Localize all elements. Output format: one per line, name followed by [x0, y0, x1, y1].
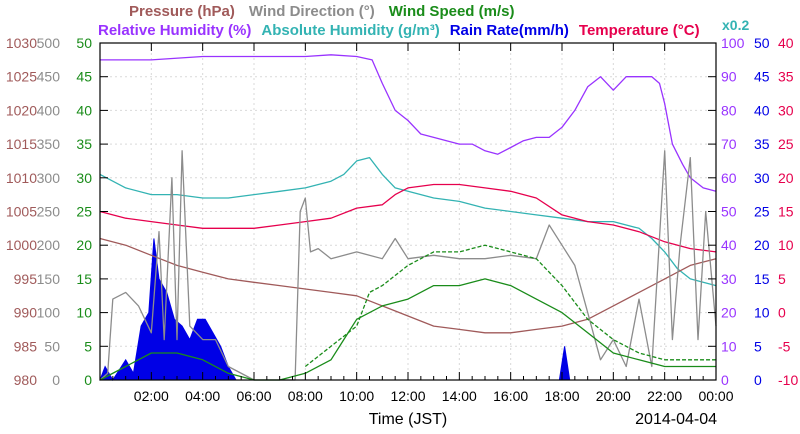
ah-header-label: Absolute Humidity (g/m³) — [261, 22, 439, 39]
rh-axis-tick-label: 100 — [721, 35, 745, 51]
pressure-axis-tick-label: 995 — [14, 271, 38, 287]
rain-axis-tick-label: 25 — [754, 204, 770, 220]
rain-axis-tick-label: 45 — [754, 69, 770, 85]
wind-dir-axis-tick-label: 200 — [37, 237, 61, 253]
pressure-axis-tick-label: 990 — [14, 305, 38, 321]
x-tick-label: 04:00 — [185, 388, 220, 404]
temp-axis-tick-label: 35 — [778, 69, 794, 85]
rh-axis-tick-label: 30 — [721, 271, 737, 287]
x-tick-label: 06:00 — [236, 388, 271, 404]
rain-axis-tick-label: 50 — [754, 35, 770, 51]
pressure-axis-tick-label: 1020 — [6, 102, 37, 118]
rain-header-label: Rain Rate(mm/h) — [450, 22, 569, 39]
wind-speed-axis-tick-label: 25 — [76, 204, 92, 220]
wind-dir-axis-tick-label: 150 — [37, 271, 61, 287]
temp-axis-tick-label: 0 — [778, 305, 786, 321]
rh-axis-tick-label: 20 — [721, 305, 737, 321]
x-tick-label: 10:00 — [339, 388, 374, 404]
temp-header-label: Temperature (°C) — [579, 22, 700, 39]
wind-direction-line — [99, 150, 717, 381]
wind-speed-axis-tick-label: 10 — [76, 305, 92, 321]
wind-dir-axis-tick-label: 0 — [52, 372, 60, 388]
rain-axis-tick-label: 15 — [754, 271, 770, 287]
temp-axis-tick-label: -10 — [778, 372, 798, 388]
ah-scale-note: x0.2 — [722, 17, 749, 33]
wind-speed-axis-tick-label: 35 — [76, 136, 92, 152]
temp-axis-tick-label: -5 — [778, 338, 791, 354]
rh-axis-tick-label: 90 — [721, 69, 737, 85]
temp-axis-tick-label: 10 — [778, 237, 794, 253]
pressure-axis-tick-label: 1030 — [6, 35, 37, 51]
x-tick-label: 12:00 — [390, 388, 425, 404]
absolute-humidity-line — [99, 156, 717, 287]
temp-axis-tick-label: 15 — [778, 204, 794, 220]
wind-dir-axis-tick-label: 300 — [37, 170, 61, 186]
x-tick-label: 16:00 — [493, 388, 528, 404]
wind-dir-axis-tick-label: 100 — [37, 305, 61, 321]
wind-dir-axis-tick-label: 450 — [37, 69, 61, 85]
rain-rate-area — [99, 238, 716, 381]
temp-axis-tick-label: 40 — [778, 35, 794, 51]
rain-axis-tick-label: 30 — [754, 170, 770, 186]
rh-axis-tick-label: 10 — [721, 338, 737, 354]
date-label: 2014-04-04 — [635, 411, 717, 428]
pressure-axis-tick-label: 1025 — [6, 69, 37, 85]
relative-humidity-line — [100, 54, 717, 192]
rh-axis-tick-label: 0 — [721, 372, 729, 388]
rain-axis-tick-label: 5 — [754, 338, 762, 354]
rain-axis-tick-label: 10 — [754, 305, 770, 321]
rain-axis-tick-label: 35 — [754, 136, 770, 152]
pressure-axis-tick-label: 1005 — [6, 204, 37, 220]
wind-dir-axis-tick-label: 50 — [44, 338, 60, 354]
temp-axis-tick-label: 30 — [778, 102, 794, 118]
wind-speed-axis-tick-label: 30 — [76, 170, 92, 186]
rh-header-label: Relative Humidity (%) — [98, 22, 251, 39]
rain-axis-tick-label: 0 — [754, 372, 762, 388]
rh-axis-tick-label: 70 — [721, 136, 737, 152]
wind-dir-axis-tick-label: 400 — [37, 102, 61, 118]
pressure-line — [99, 237, 717, 334]
wind-speed-axis-tick-label: 50 — [76, 35, 92, 51]
temp-axis-tick-label: 20 — [778, 170, 794, 186]
pressure-axis-tick-label: 1000 — [6, 237, 37, 253]
x-axis-title: Time (JST) — [369, 411, 448, 428]
temperature-line — [99, 183, 717, 253]
rain-axis-tick-label: 40 — [754, 102, 770, 118]
pressure-axis-tick-label: 985 — [14, 338, 38, 354]
wind-speed-max-line — [304, 244, 716, 368]
x-tick-label: 14:00 — [442, 388, 477, 404]
temp-axis-tick-label: 25 — [778, 136, 794, 152]
wind-speed-axis-tick-label: 40 — [76, 102, 92, 118]
rh-axis-tick-label: 50 — [721, 204, 737, 220]
wind-dir-axis-tick-label: 500 — [37, 35, 61, 51]
wind-dir-header-label: Wind Direction (°) — [249, 3, 375, 20]
x-tick-label: 22:00 — [647, 388, 682, 404]
pressure-header-label: Pressure (hPa) — [129, 3, 235, 20]
wind-speed-axis-tick-label: 0 — [84, 372, 92, 388]
rh-axis-tick-label: 40 — [721, 237, 737, 253]
wind-dir-axis-tick-label: 350 — [37, 136, 61, 152]
x-tick-label: 20:00 — [596, 388, 631, 404]
wind-speed-axis-tick-label: 45 — [76, 69, 92, 85]
wind-dir-axis-tick-label: 250 — [37, 204, 61, 220]
rain-axis-tick-label: 20 — [754, 237, 770, 253]
x-tick-label: 00:00 — [698, 388, 733, 404]
wind-speed-header-label: Wind Speed (m/s) — [389, 3, 515, 20]
x-tick-label: 02:00 — [134, 388, 169, 404]
temp-axis-tick-label: 5 — [778, 271, 786, 287]
wind-speed-line — [99, 278, 716, 381]
wind-speed-axis-tick-label: 5 — [84, 338, 92, 354]
rh-axis-tick-label: 60 — [721, 170, 737, 186]
pressure-axis-tick-label: 1015 — [6, 136, 37, 152]
wind-speed-axis-tick-label: 15 — [76, 271, 92, 287]
x-tick-label: 18:00 — [544, 388, 579, 404]
x-tick-label: 08:00 — [288, 388, 323, 404]
pressure-axis-tick-label: 1010 — [6, 170, 37, 186]
pressure-axis-tick-label: 980 — [14, 372, 38, 388]
wind-speed-axis-tick-label: 20 — [76, 237, 92, 253]
rh-axis-tick-label: 80 — [721, 102, 737, 118]
